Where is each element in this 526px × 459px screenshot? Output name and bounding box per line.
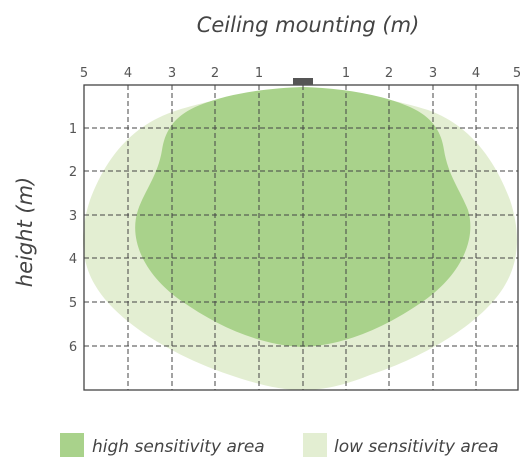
top-tick-right-4: 4: [472, 66, 480, 81]
top-tick-right-1: 1: [342, 66, 350, 81]
y-axis-label: height (m): [13, 177, 37, 287]
left-tick-1: 1: [69, 122, 77, 137]
top-tick-left-1: 1: [255, 66, 263, 81]
top-tick-left-2: 2: [211, 66, 219, 81]
left-tick-4: 4: [69, 252, 77, 267]
left-tick-2: 2: [69, 165, 77, 180]
dashed-grid: [84, 85, 518, 390]
sensor-icon: [293, 78, 313, 85]
top-tick-left-4: 4: [124, 66, 132, 81]
top-tick-right-2: 2: [385, 66, 393, 81]
top-tick-right-3: 3: [429, 66, 437, 81]
legend-high-label: high sensitivity area: [92, 437, 265, 457]
legend-low-label: low sensitivity area: [334, 437, 499, 457]
legend-low-swatch: [303, 433, 327, 457]
diagram-title: Ceiling mounting (m): [197, 13, 420, 37]
left-tick-5: 5: [69, 296, 77, 311]
top-tick-left-5: 5: [80, 66, 88, 81]
top-tick-right-5: 5: [513, 66, 521, 81]
left-tick-3: 3: [69, 209, 77, 224]
legend-high-swatch: [60, 433, 84, 457]
top-tick-left-3: 3: [168, 66, 176, 81]
left-tick-6: 6: [69, 340, 77, 355]
